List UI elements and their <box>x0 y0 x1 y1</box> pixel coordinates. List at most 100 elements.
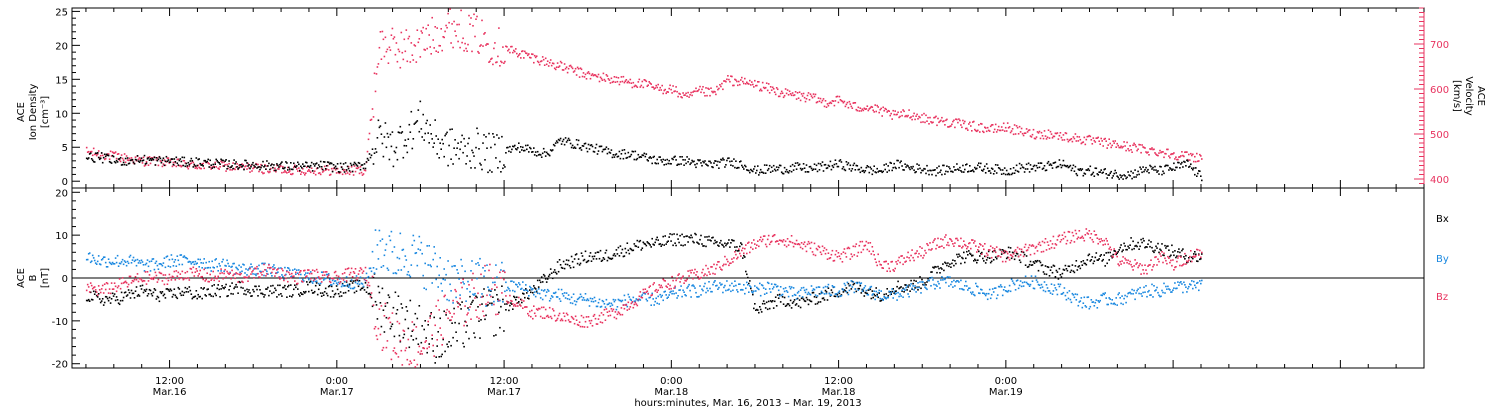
density-point <box>136 155 139 157</box>
velocity-point <box>1016 126 1019 129</box>
velocity-point <box>734 78 736 81</box>
bx-point <box>1075 260 1078 262</box>
bx-point <box>264 294 266 296</box>
bx-point <box>758 311 760 314</box>
bx-point <box>783 296 786 299</box>
bx-point <box>1190 260 1192 263</box>
bx-point <box>1100 254 1102 256</box>
density-point <box>260 166 262 169</box>
velocity-point <box>541 56 544 58</box>
bx-point <box>465 331 467 333</box>
by-point <box>1127 292 1129 295</box>
velocity-point <box>561 69 564 71</box>
by-point <box>408 274 411 276</box>
bx-point <box>380 325 383 328</box>
by-point <box>546 288 549 291</box>
density-point <box>436 153 438 155</box>
bx-point <box>96 296 99 298</box>
density-point <box>265 168 267 170</box>
by-point <box>502 301 504 303</box>
density-point <box>759 171 761 174</box>
velocity-point <box>863 107 866 110</box>
bx-point <box>692 240 694 243</box>
by-point <box>466 288 468 290</box>
by-point <box>1184 284 1186 286</box>
bx-point <box>1121 250 1123 253</box>
velocity-point <box>687 91 689 94</box>
density-point <box>412 138 415 140</box>
bx-point <box>415 337 418 340</box>
velocity-point <box>139 158 142 161</box>
bx-point <box>815 296 818 299</box>
by-point <box>1037 283 1040 286</box>
bx-point <box>569 267 572 269</box>
by-point <box>919 281 921 283</box>
bx-point <box>973 260 975 262</box>
by-point <box>523 289 525 291</box>
bx-point <box>423 328 425 331</box>
bx-point <box>498 311 500 314</box>
by-point <box>1085 306 1088 308</box>
bx-point <box>425 337 427 339</box>
bx-point <box>148 288 151 291</box>
density-point <box>469 160 471 162</box>
by-point <box>1100 294 1102 296</box>
by-point <box>923 284 925 286</box>
velocity-point <box>388 46 391 49</box>
velocity-point <box>1008 126 1011 128</box>
by-point <box>102 256 105 258</box>
by-point <box>328 278 331 281</box>
by-point <box>617 298 620 301</box>
bx-point <box>521 301 523 304</box>
velocity-point <box>202 162 204 165</box>
velocity-point <box>778 95 781 98</box>
bx-point <box>582 259 585 262</box>
bz-point <box>243 276 245 279</box>
by-point <box>790 286 793 288</box>
by-point <box>202 262 204 264</box>
by-point <box>177 259 180 262</box>
density-point <box>498 137 500 139</box>
bx-point <box>473 332 475 334</box>
bz-point <box>124 280 127 283</box>
bz-point <box>177 271 180 274</box>
density-point <box>274 169 276 172</box>
by-point <box>336 283 339 286</box>
density-point <box>1080 169 1083 172</box>
density-point <box>336 163 339 165</box>
bx-point <box>346 285 349 287</box>
bx-point <box>206 288 208 291</box>
bx-point <box>176 297 179 300</box>
by-point <box>620 300 623 303</box>
by-point <box>888 290 890 293</box>
velocity-point <box>677 95 679 98</box>
bz-point <box>208 280 210 283</box>
density-point <box>100 152 103 154</box>
velocity-point <box>959 119 961 122</box>
velocity-point <box>895 113 897 116</box>
bz-point <box>185 277 188 280</box>
bx-point <box>326 294 329 297</box>
by-point <box>473 294 475 296</box>
velocity-point <box>1029 135 1032 137</box>
bx-point <box>162 294 165 297</box>
by-point <box>399 232 402 235</box>
bx-point <box>399 340 402 343</box>
velocity-point <box>788 90 791 93</box>
density-point <box>205 161 207 163</box>
density-point <box>266 160 268 162</box>
velocity-point <box>392 38 395 40</box>
velocity-point <box>643 79 646 81</box>
velocity-point <box>244 165 246 168</box>
density-point <box>228 160 230 162</box>
density-point <box>128 162 131 165</box>
bx-point <box>969 252 971 255</box>
velocity-point <box>735 79 737 81</box>
velocity-point <box>162 163 165 165</box>
density-point <box>542 147 545 150</box>
density-point <box>920 171 922 174</box>
by-point <box>928 279 930 282</box>
bx-point <box>306 281 308 283</box>
velocity-point <box>1175 156 1177 158</box>
bx-point <box>450 344 452 347</box>
